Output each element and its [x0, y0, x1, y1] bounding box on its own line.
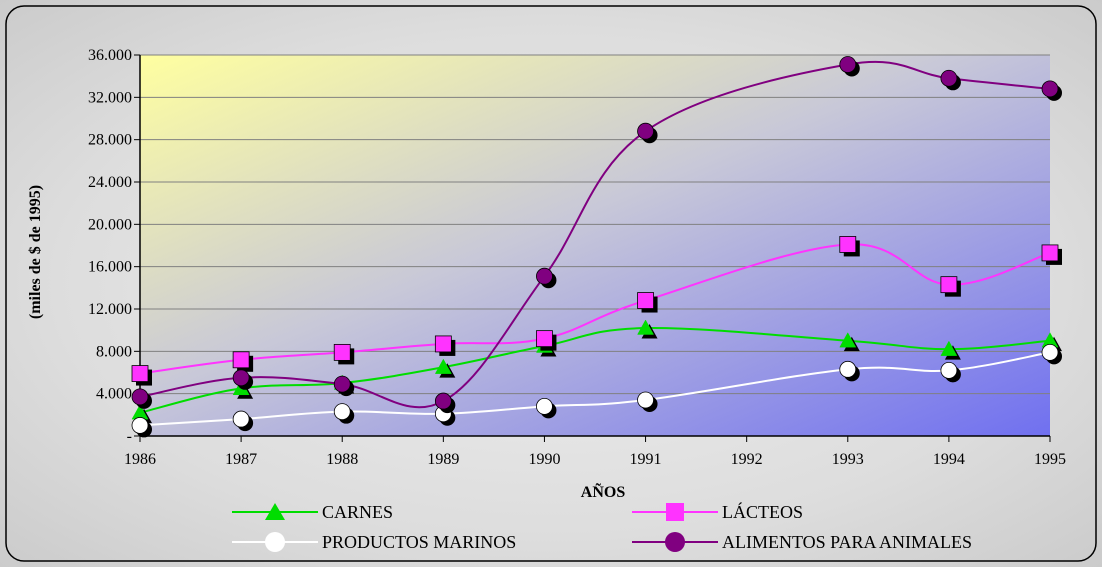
data-point	[940, 276, 961, 297]
data-point	[1041, 80, 1062, 101]
legend-label: PRODUCTOS MARINOS	[322, 532, 516, 552]
data-point	[637, 319, 658, 339]
y-axis-tick-labels: - 4.000 8.000 12.000 16.000 20.000 24.000 28.00…	[88, 47, 132, 445]
x-tick-label: 1992	[731, 451, 763, 468]
legend-label: LÁCTEOS	[722, 501, 803, 522]
legend-entry: CARNES	[232, 502, 393, 522]
legend-entry: LÁCTEOS	[632, 501, 803, 522]
x-tick-label: 1995	[1034, 451, 1066, 468]
data-point	[940, 69, 961, 91]
data-point	[637, 292, 658, 313]
y-tick-label: 12.000	[88, 301, 132, 318]
data-point	[333, 375, 355, 397]
data-point	[1041, 244, 1062, 265]
data-point	[434, 392, 456, 414]
x-tick-label: 1989	[427, 451, 459, 468]
data-point	[131, 417, 152, 438]
x-tick-label: 1994	[933, 451, 965, 468]
data-point	[434, 358, 456, 378]
data-point	[637, 391, 658, 413]
data-point	[232, 351, 254, 372]
data-point	[940, 361, 961, 383]
legend-marker	[665, 532, 685, 552]
y-tick-label: -	[127, 428, 132, 445]
y-tick-label: 32.000	[88, 89, 132, 106]
y-tick-label: 24.000	[88, 174, 132, 191]
data-point	[333, 343, 355, 365]
data-point	[839, 332, 860, 352]
series-line-4	[139, 60, 1051, 409]
y-tick-label: 16.000	[88, 259, 132, 276]
data-point	[1041, 343, 1062, 365]
x-tick-label: 1990	[528, 451, 560, 468]
data-point	[333, 403, 355, 424]
chart-border	[5, 5, 1097, 562]
y-tick-label: 4.000	[96, 386, 132, 403]
data-point	[536, 397, 557, 419]
x-axis-title: AÑOS	[581, 482, 626, 501]
data-point	[536, 330, 557, 351]
data-point	[637, 122, 658, 144]
series-line-2	[139, 243, 1051, 375]
y-tick-label: 28.000	[88, 132, 132, 149]
y-tick-label: 8.000	[96, 343, 132, 360]
data-point	[839, 360, 860, 382]
data-point	[232, 410, 254, 432]
x-tick-label: 1991	[630, 451, 662, 468]
legend-label: CARNES	[322, 502, 393, 522]
plot-area	[140, 55, 1050, 436]
x-axis-tick-labels: 1986 1987 1988 1989 1990 1991 1992 1993 1994 1995	[124, 451, 1066, 468]
data-point	[839, 236, 860, 257]
legend-label: ALIMENTOS PARA ANIMALES	[722, 532, 972, 552]
data-point	[839, 56, 860, 77]
x-tick-label: 1993	[832, 451, 864, 468]
data-point	[131, 365, 152, 386]
x-tick-label: 1987	[225, 451, 257, 468]
y-axis-title: (miles de $ de 1995)	[27, 185, 44, 319]
legend-marker	[265, 503, 285, 520]
y-tick-label: 36.000	[88, 47, 132, 64]
series-markers	[131, 56, 1062, 438]
data-point	[232, 369, 254, 390]
legend-marker	[666, 503, 684, 521]
x-tick-label: 1986	[124, 451, 156, 468]
data-point	[434, 335, 456, 356]
data-point	[940, 340, 961, 360]
x-tick-label: 1988	[326, 451, 358, 468]
data-point	[131, 388, 152, 409]
legend-entry: PRODUCTOS MARINOS	[232, 532, 516, 552]
legend-entry: ALIMENTOS PARA ANIMALES	[632, 532, 972, 552]
data-point	[536, 267, 557, 289]
y-tick-label: 20.000	[88, 216, 132, 233]
legend-marker	[265, 532, 285, 552]
legend: CARNES LÁCTEOS PRODUCTOS MARINOS ALIMENTOS …	[232, 501, 972, 552]
